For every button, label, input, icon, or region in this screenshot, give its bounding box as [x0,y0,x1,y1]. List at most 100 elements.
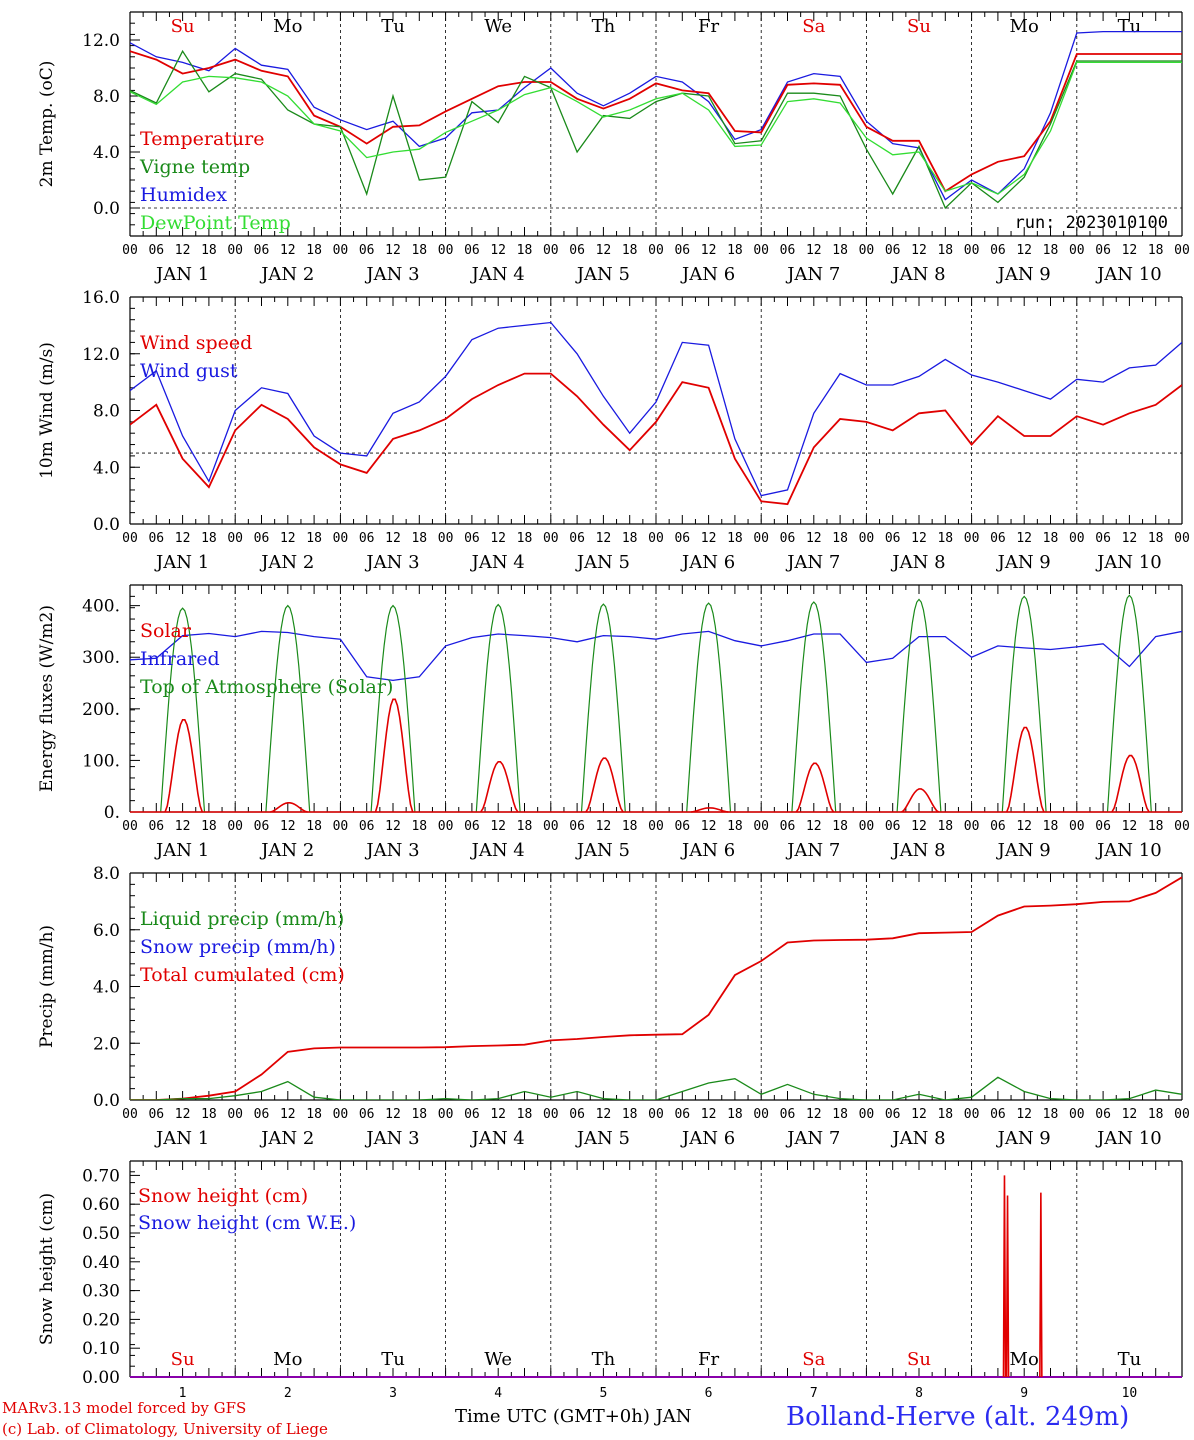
day-label: Tu [1118,1349,1142,1370]
hour-label: 18 [306,531,322,546]
toa-solar-curve [475,603,521,813]
hour-label: 06 [1095,819,1111,834]
series-humidex [130,30,1182,201]
hour-label: 00 [438,531,454,546]
toa-solar-curve [686,602,732,813]
hour-label: 06 [1095,1107,1111,1122]
date-number: 5 [599,1386,607,1401]
hour-label: 18 [832,531,848,546]
hour-label: 06 [674,1107,690,1122]
legend-entry: DewPoint Temp [140,212,291,234]
hour-label: 18 [1043,819,1059,834]
y-tick-label: 0.50 [82,1224,120,1244]
series-wind-gust [130,321,1182,497]
series-temperature [130,50,1182,193]
hour-label: 18 [832,243,848,258]
date-label: JAN 10 [1095,1128,1162,1149]
hour-label: 18 [411,819,427,834]
legend-entry: Total cumulated (cm) [140,964,345,986]
hour-label: 00 [438,819,454,834]
y-tick-label: 0.30 [82,1282,120,1302]
date-number: 4 [494,1386,502,1401]
hour-label: 00 [227,1107,243,1122]
date-label: JAN 6 [680,1128,735,1149]
hour-label: 18 [727,531,743,546]
y-tick-label: 12.0 [82,31,120,51]
hour-label: 18 [1043,1107,1059,1122]
date-label: JAN 3 [364,1128,419,1149]
toa-solar-curve [896,598,942,813]
hour-label: 18 [201,531,217,546]
panel-energy: 0. 100. 200. 300. 400. Energy fluxes (W/m2) 00… [37,584,1190,861]
hour-label: 06 [359,819,375,834]
hour-label: 12 [175,243,191,258]
y-tick-label: 400. [82,597,120,617]
hour-label: 00 [859,243,875,258]
day-label: Tu [381,16,405,37]
hour-label: 18 [1043,531,1059,546]
hour-label: 18 [937,531,953,546]
toa-solar-curve [1001,595,1047,813]
date-label: JAN 10 [1095,552,1162,573]
hour-label: 18 [1148,1107,1164,1122]
date-label: JAN 9 [996,264,1051,285]
hour-label: 12 [385,819,401,834]
hour-label: 18 [411,531,427,546]
date-number: 6 [705,1386,713,1401]
hour-label: 00 [227,531,243,546]
solar-curve [1005,726,1045,813]
date-label: JAN 7 [785,1128,840,1149]
hour-label: 18 [727,1107,743,1122]
hour-label: 18 [306,243,322,258]
y-tick-label: 12.0 [82,345,120,365]
day-label: Sa [802,1349,825,1370]
y-tick-label: 0.40 [82,1253,120,1273]
y-tick-label: 0. [104,803,120,823]
hour-label: 00 [333,1107,349,1122]
legend-entry: Snow height (cm W.E.) [138,1212,356,1234]
hour-label: 12 [911,819,927,834]
hour-label: 00 [543,819,559,834]
hour-label: 12 [911,531,927,546]
hour-label: 06 [885,1107,901,1122]
y-tick-label: 16.0 [82,288,120,308]
hour-label: 12 [280,1107,296,1122]
day-label: Tu [381,1349,405,1370]
hour-label: 12 [911,243,927,258]
hour-label: 06 [569,531,585,546]
hour-label: 12 [490,531,506,546]
legend-entry: Snow precip (mm/h) [140,936,336,958]
panel-snow: 0.00 0.10 0.20 0.30 0.40 0.50 0.60 0.70 Snow hei… [37,1160,1183,1401]
day-label: Mo [273,1349,302,1370]
hour-label: 12 [701,531,717,546]
hour-label: 18 [517,819,533,834]
hour-label: 18 [411,243,427,258]
hour-label: 06 [990,1107,1006,1122]
hour-label: 06 [464,243,480,258]
hour-label: 00 [1069,819,1085,834]
date-label: JAN 3 [364,264,419,285]
date-label: JAN 4 [470,1128,525,1149]
hour-label: 12 [596,243,612,258]
hour-label: 06 [885,531,901,546]
hour-label: 00 [648,1107,664,1122]
hour-label: 06 [254,243,270,258]
snow-spike [1002,1175,1007,1378]
y-tick-label: 2.0 [93,1034,120,1054]
toa-solar-curve [580,603,626,813]
hour-label: 18 [1148,531,1164,546]
hour-label: 06 [674,243,690,258]
hour-label: 06 [148,243,164,258]
legend-entry: Top of Atmosphere (Solar) [140,676,393,698]
hour-label: 06 [359,243,375,258]
hour-label: 06 [254,1107,270,1122]
day-label: We [484,1349,512,1370]
y-tick-label: 4.0 [93,458,120,478]
hour-label: 06 [1095,243,1111,258]
hour-label: 12 [490,243,506,258]
hour-label: 00 [859,1107,875,1122]
legend-entry: Temperature [140,128,264,150]
date-label: JAN 1 [154,1128,209,1149]
hour-label: 18 [622,243,638,258]
hour-label: 06 [780,243,796,258]
